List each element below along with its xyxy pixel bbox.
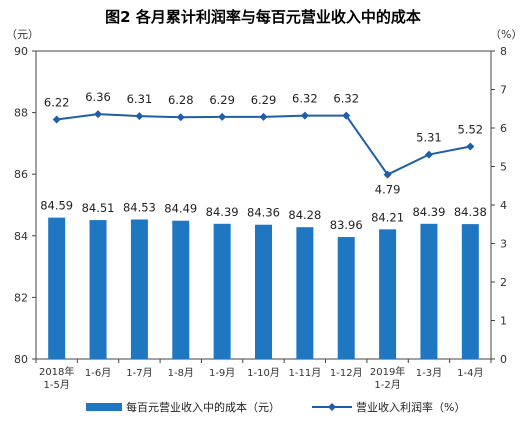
bar-data-label: 84.39 [412, 205, 445, 219]
line-point-marker [176, 113, 185, 122]
bar-data-label: 84.49 [164, 202, 197, 216]
bar-data-label: 84.51 [82, 201, 115, 215]
bar [420, 223, 438, 359]
x-axis-category-label: 1-11月 [289, 367, 322, 379]
x-axis-category-label: 1-10月 [247, 367, 280, 379]
line-point-marker [300, 111, 309, 120]
line-data-label: 6.32 [292, 92, 318, 106]
bar-data-label: 84.59 [40, 199, 73, 213]
line-data-label: 6.32 [333, 92, 359, 106]
x-axis-category-label: 1-9月 [209, 367, 235, 379]
x-axis-category-label: 1-2月 [374, 379, 400, 391]
legend-line-label: 营业收入利润率（%） [356, 400, 465, 414]
line-data-label: 6.29 [209, 93, 235, 107]
right-axis-tick-label: 6 [500, 122, 507, 135]
left-axis-tick-label: 84 [14, 230, 28, 243]
x-axis-category-label: 1-6月 [85, 367, 111, 379]
line-data-label: 5.52 [458, 122, 484, 136]
x-axis-category-label: 1-8月 [168, 367, 194, 379]
x-axis-category-label: 1-5月 [44, 379, 70, 391]
line-point-marker [424, 150, 433, 159]
bar [461, 224, 479, 359]
bar [296, 227, 314, 359]
bar-data-label: 83.96 [330, 218, 363, 232]
bar [337, 237, 355, 359]
bar [255, 224, 272, 359]
line-point-marker [342, 111, 351, 120]
bar-data-label: 84.36 [247, 206, 280, 220]
right-axis-tick-label: 2 [500, 276, 507, 289]
right-axis-tick-label: 0 [500, 353, 507, 366]
x-axis-category-label: 1-4月 [457, 367, 483, 379]
line-data-label: 6.29 [251, 93, 277, 107]
line-data-label: 4.79 [375, 183, 401, 197]
left-axis-tick-label: 82 [14, 291, 28, 304]
right-axis-tick-label: 8 [500, 45, 507, 58]
bar [172, 220, 190, 359]
line-point-marker [52, 115, 61, 124]
bar [48, 217, 66, 359]
line-data-label: 6.22 [44, 96, 70, 110]
line-point-marker [135, 112, 144, 121]
chart-title: 图2 各月累计利润率与每百元营业收入中的成本 [105, 8, 421, 26]
x-axis-category-label: 1-7月 [126, 367, 152, 379]
right-axis-tick-label: 5 [500, 161, 507, 174]
bar [213, 223, 231, 359]
line-data-label: 5.31 [416, 131, 442, 145]
legend-bar-label: 每百元营业收入中的成本（元） [126, 400, 280, 414]
line-point-marker [466, 142, 475, 151]
left-axis-tick-label: 90 [14, 45, 28, 58]
line-data-label: 6.36 [85, 90, 111, 104]
right-axis-tick-label: 1 [500, 315, 507, 328]
bar-data-label: 84.39 [206, 205, 239, 219]
left-axis-tick-label: 86 [14, 168, 28, 181]
right-axis-tick-label: 7 [500, 84, 507, 97]
x-axis-category-label: 2019年 [370, 365, 405, 378]
line-point-marker [218, 112, 227, 121]
line-point-marker [94, 110, 103, 119]
right-axis-unit: （%） [490, 28, 522, 41]
line-data-label: 6.31 [127, 92, 153, 106]
bar-data-label: 84.38 [454, 205, 487, 219]
bar-data-label: 84.21 [371, 210, 404, 224]
x-axis-category-label: 2018年 [39, 365, 74, 378]
bar [379, 229, 397, 359]
bar [130, 219, 148, 359]
right-axis-tick-label: 4 [500, 199, 507, 212]
bar-data-label: 84.53 [123, 200, 156, 214]
legend-bar-swatch [86, 403, 122, 411]
line-series [56, 113, 471, 176]
line-point-marker [383, 170, 392, 179]
right-axis-tick-label: 3 [500, 238, 507, 251]
left-axis-tick-label: 88 [14, 107, 28, 120]
legend: 每百元营业收入中的成本（元） 营业收入利润率（%） [86, 400, 465, 414]
line-data-label: 6.28 [168, 93, 194, 107]
bar [89, 220, 107, 359]
legend-line-marker [328, 403, 336, 411]
x-axis-category-label: 1-3月 [416, 367, 442, 379]
line-point-marker [259, 112, 268, 121]
left-axis-tick-label: 80 [14, 353, 28, 366]
bar-data-label: 84.28 [288, 208, 321, 222]
left-axis-unit: （元） [6, 28, 39, 41]
x-axis-category-label: 1-12月 [330, 367, 363, 379]
